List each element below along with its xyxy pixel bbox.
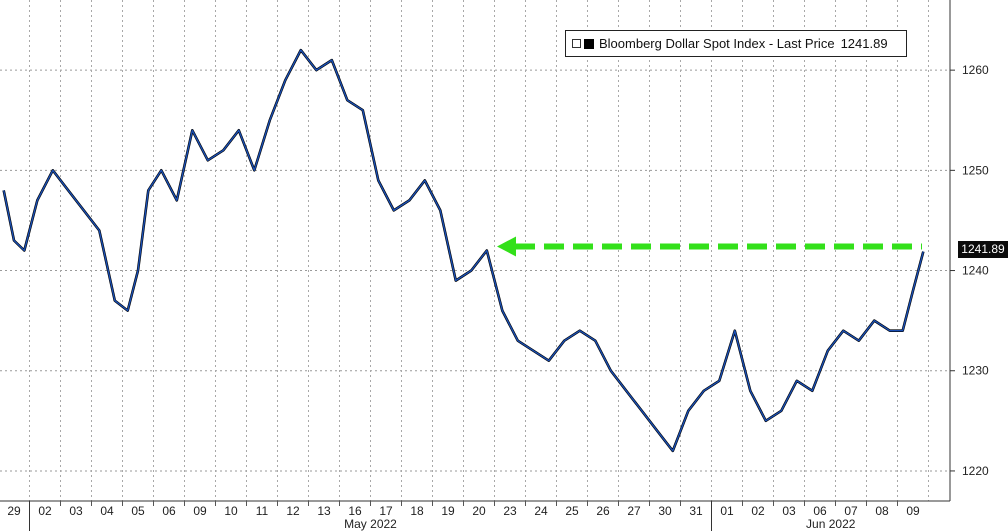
chart-legend: Bloomberg Dollar Spot Index - Last Price…: [565, 30, 907, 57]
last-price-tag: 1241.89: [958, 241, 1008, 258]
legend-checkbox-icon[interactable]: [572, 39, 581, 48]
legend-swatch: [584, 38, 594, 49]
x-tick-label: 23: [503, 504, 517, 518]
gridlines: [0, 0, 950, 501]
legend-last-value: 1241.89: [840, 36, 888, 51]
x-tick-label: 08: [875, 504, 889, 518]
x-tick-label: 16: [348, 504, 362, 518]
y-tick-label: 1260: [962, 63, 989, 77]
x-tick-label: 20: [472, 504, 486, 518]
arrow-head-icon: [497, 236, 516, 257]
x-tick-label: 03: [782, 504, 796, 518]
x-tick-label: 05: [131, 504, 145, 518]
target-arrow: [497, 236, 922, 257]
x-tick-label: 10: [224, 504, 238, 518]
y-tick-label: 1250: [962, 163, 989, 177]
x-tick-label: 07: [844, 504, 858, 518]
x-tick-label: 06: [162, 504, 176, 518]
x-tick-label: 09: [193, 504, 207, 518]
x-tick-label: 11: [256, 504, 269, 518]
axis-frame: [0, 0, 951, 502]
y-axis-ticks: 1220 1230 1240 1250 1260: [950, 63, 989, 478]
x-tick-label: 01: [720, 504, 734, 518]
y-tick-label: 1220: [962, 464, 989, 478]
x-tick-label: 27: [627, 504, 641, 518]
x-tick-label: 29: [7, 504, 21, 518]
month-labels: May 2022 Jun 2022: [29, 501, 856, 531]
x-tick-label: 24: [534, 504, 548, 518]
x-tick-label: 30: [658, 504, 672, 518]
x-tick-label: 02: [38, 504, 52, 518]
x-tick-label: 26: [596, 504, 610, 518]
x-tick-label: 13: [317, 504, 331, 518]
series-line: [3, 49, 924, 452]
x-tick-label: 18: [410, 504, 424, 518]
x-tick-label: 31: [689, 504, 703, 518]
x-tick-label: 19: [441, 504, 455, 518]
legend-label: Bloomberg Dollar Spot Index - Last Price: [599, 36, 835, 51]
series-lines: [2, 48, 925, 453]
x-tick-label: 04: [100, 504, 114, 518]
x-tick-label: 17: [379, 504, 393, 518]
x-tick-label: 02: [751, 504, 765, 518]
x-tick-label: 06: [813, 504, 827, 518]
y-tick-label: 1240: [962, 264, 989, 278]
x-tick-label: 09: [906, 504, 920, 518]
x-tick-label: 12: [286, 504, 300, 518]
month-label: May 2022: [344, 517, 397, 531]
month-label: Jun 2022: [806, 517, 856, 531]
y-tick-label: 1230: [962, 364, 989, 378]
x-tick-label: 03: [69, 504, 83, 518]
x-axis-ticks: 29 02 03 04 05 06 09 10 11 12 13 16 17 18 19 20 23 24 25 26…: [7, 501, 920, 518]
x-tick-label: 25: [565, 504, 579, 518]
